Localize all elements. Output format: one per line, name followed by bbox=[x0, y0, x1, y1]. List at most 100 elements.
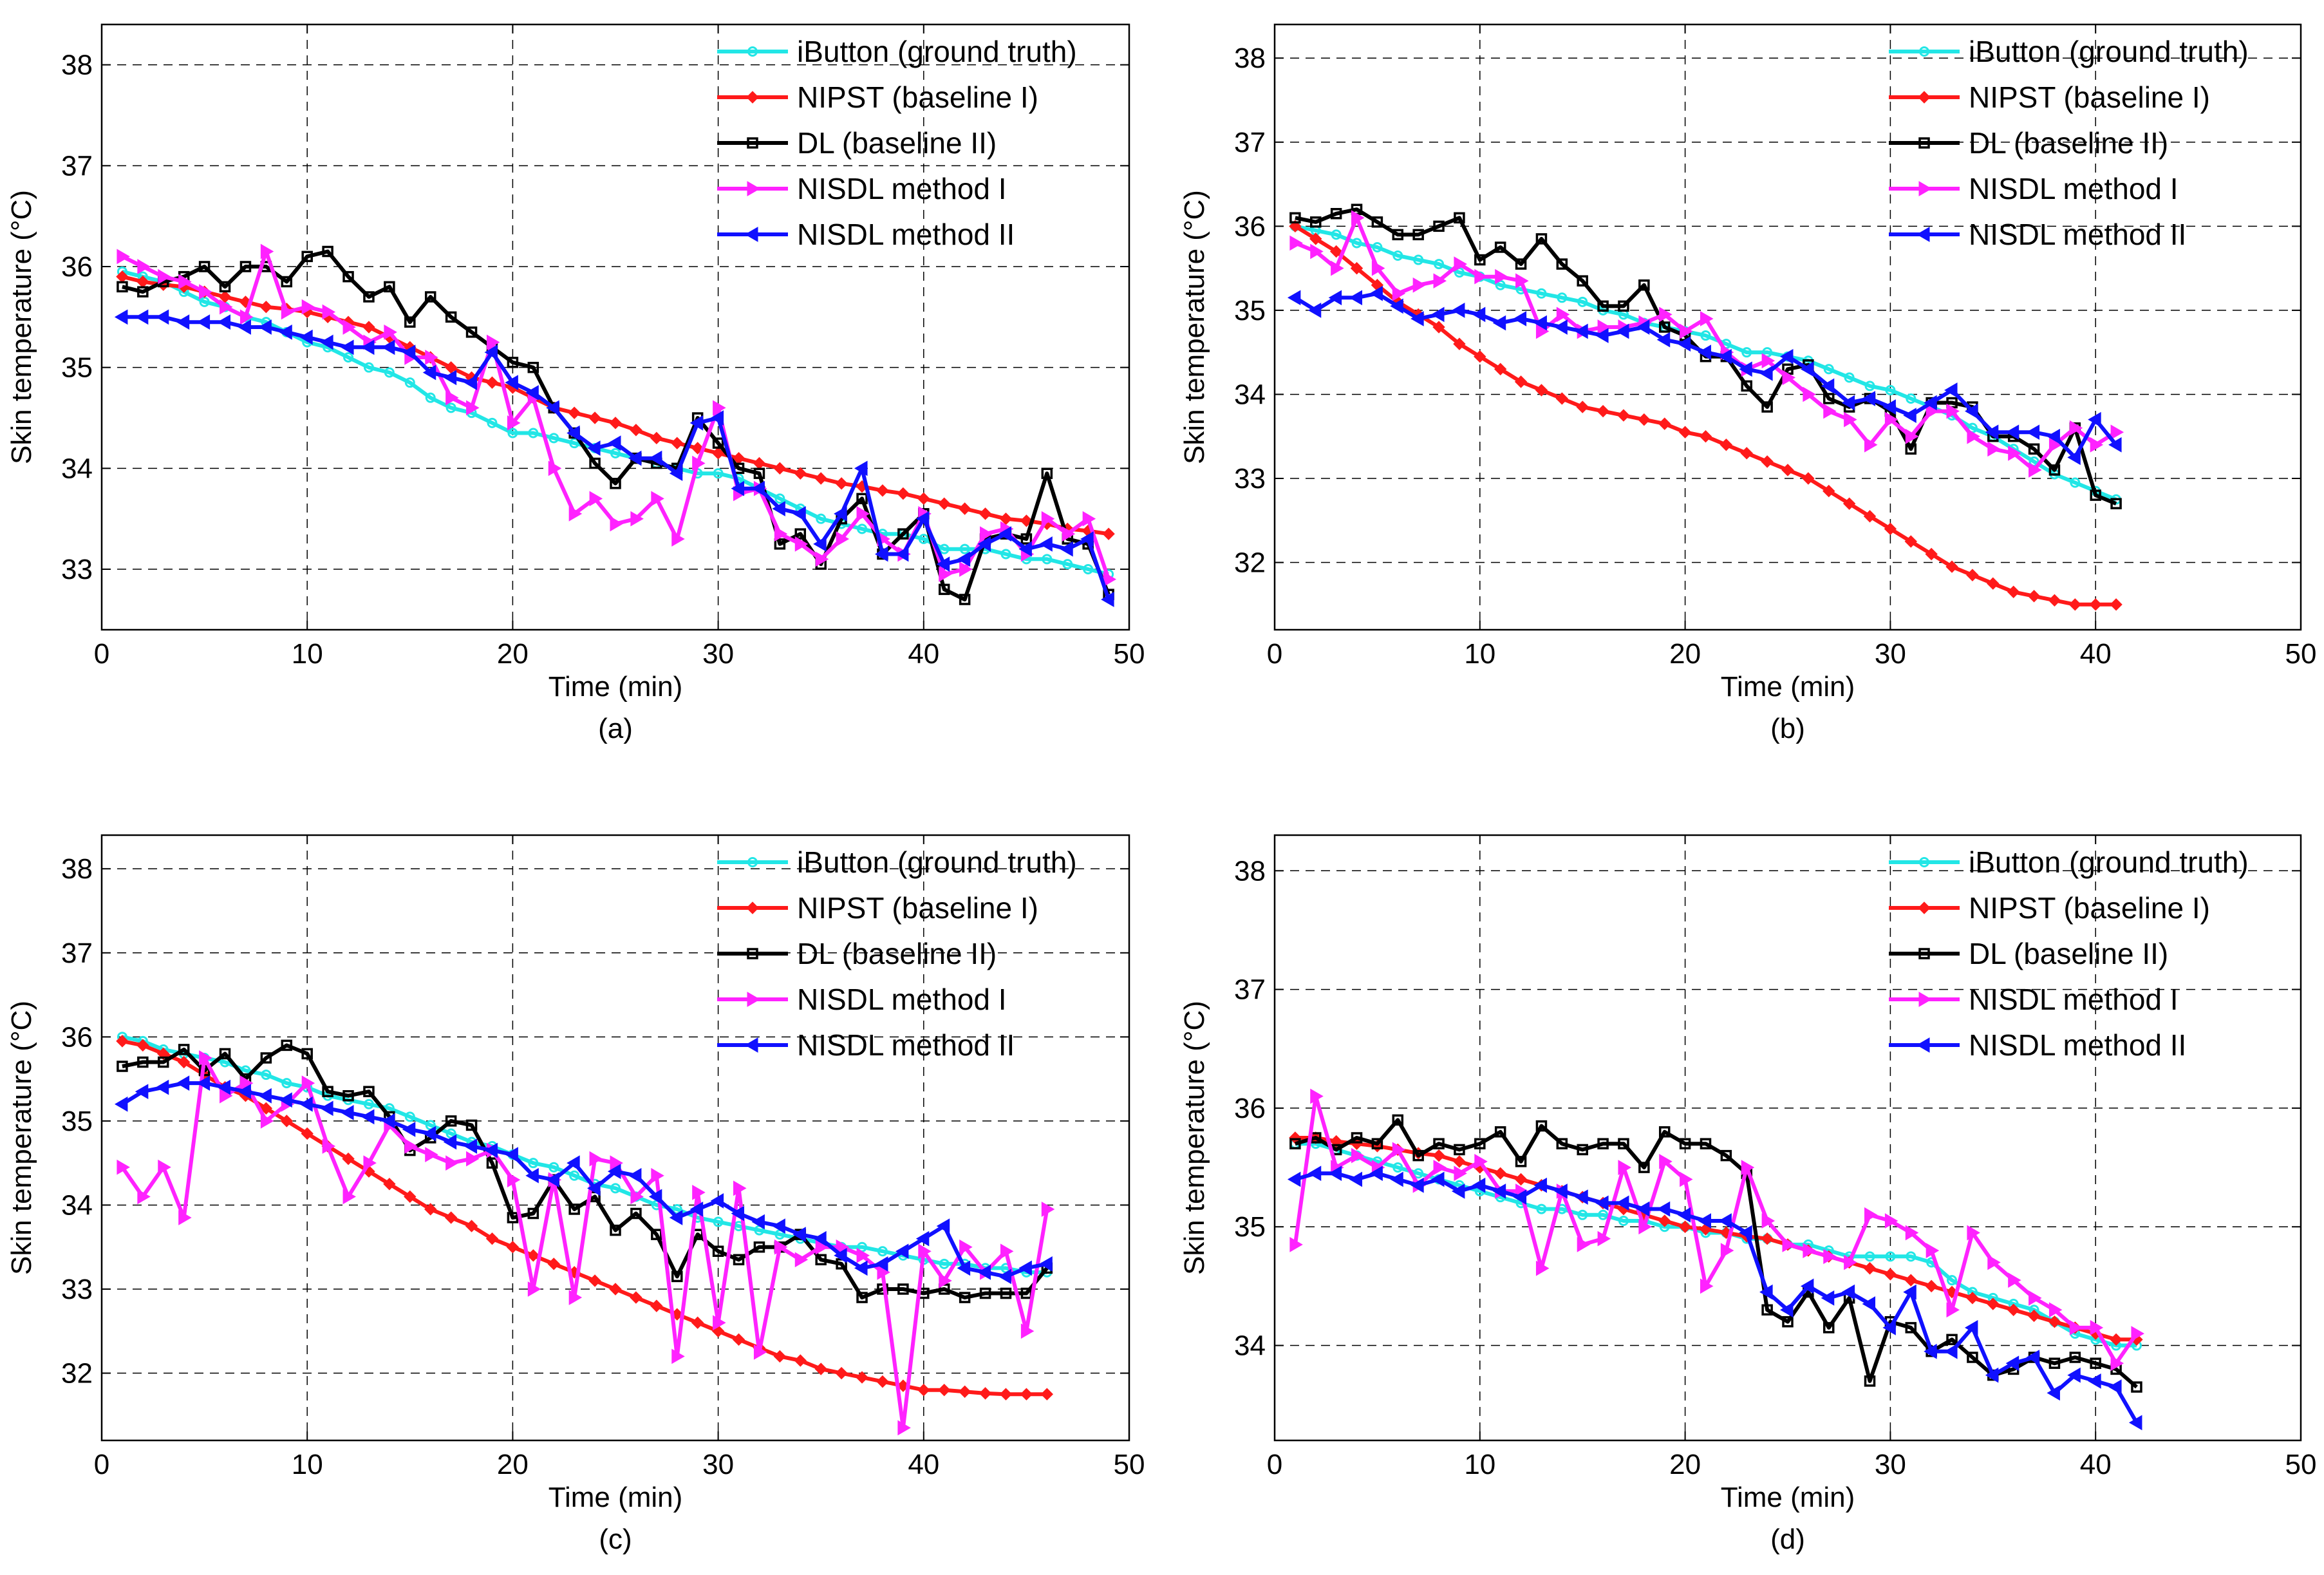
data-point bbox=[445, 1155, 459, 1171]
data-point bbox=[959, 1239, 973, 1255]
data-point bbox=[1535, 384, 1548, 397]
data-point bbox=[671, 531, 685, 547]
data-point bbox=[1018, 541, 1032, 557]
data-point bbox=[1782, 1237, 1795, 1252]
legend-label: DL (baseline II) bbox=[797, 937, 997, 970]
data-point bbox=[854, 1260, 868, 1276]
data-point bbox=[2029, 1290, 2042, 1306]
data-point bbox=[1863, 510, 1877, 523]
legend-marker bbox=[1918, 901, 1931, 914]
data-point bbox=[1492, 1184, 1506, 1199]
data-point bbox=[1925, 547, 1938, 561]
data-point bbox=[443, 1134, 457, 1150]
data-point bbox=[1864, 1375, 1876, 1387]
data-point bbox=[1328, 1165, 1342, 1182]
data-point bbox=[299, 1096, 313, 1112]
data-point bbox=[1677, 1207, 1691, 1223]
data-point bbox=[1575, 1189, 1588, 1205]
data-point bbox=[1803, 386, 1816, 402]
data-point bbox=[610, 478, 621, 489]
y-tick-label: 38 bbox=[61, 50, 93, 81]
data-point bbox=[1841, 1284, 1855, 1300]
data-point bbox=[959, 594, 971, 605]
data-point bbox=[1513, 1189, 1527, 1205]
axes-box bbox=[100, 23, 1130, 631]
data-point bbox=[773, 1350, 787, 1363]
data-point bbox=[977, 536, 991, 552]
panel-label: (a) bbox=[598, 713, 633, 744]
data-point bbox=[322, 1086, 333, 1097]
data-point bbox=[445, 1115, 457, 1127]
x-tick-label: 50 bbox=[1114, 1449, 1145, 1480]
data-point bbox=[1474, 1138, 1486, 1149]
data-point bbox=[1864, 381, 1875, 391]
data-point bbox=[1472, 307, 1486, 323]
data-point bbox=[1656, 332, 1671, 348]
data-point bbox=[1454, 256, 1467, 272]
data-point bbox=[630, 1207, 642, 1220]
data-point bbox=[1020, 533, 1033, 545]
data-point bbox=[1331, 229, 1342, 240]
data-point bbox=[1329, 245, 1343, 258]
data-point bbox=[546, 400, 559, 416]
data-point bbox=[1987, 577, 2000, 590]
legend-item: iButton (ground truth) bbox=[717, 35, 1077, 68]
data-point bbox=[2110, 1333, 2123, 1346]
x-tick-label: 30 bbox=[702, 1449, 734, 1480]
data-point bbox=[117, 1159, 130, 1175]
data-point bbox=[2047, 1385, 2060, 1401]
chart-panel-d: 0 10 20 30 40 50 34 35 36 37 38 Time (min) Skin temp… bbox=[1179, 834, 2316, 1555]
axes-box bbox=[1273, 834, 2302, 1442]
data-point bbox=[2090, 437, 2104, 453]
data-point bbox=[1823, 364, 1834, 375]
data-point bbox=[548, 460, 562, 476]
y-tick-label: 32 bbox=[1234, 547, 1266, 579]
data-point bbox=[568, 406, 581, 419]
y-axis-label: Skin temperature (°C) bbox=[1179, 1001, 1210, 1275]
data-point bbox=[281, 304, 295, 320]
y-tick-label: 35 bbox=[1234, 1211, 1266, 1243]
data-point bbox=[1000, 1287, 1012, 1299]
data-point bbox=[1328, 290, 1342, 306]
data-point bbox=[1474, 350, 1486, 363]
data-point bbox=[2005, 424, 2019, 440]
data-point bbox=[773, 462, 787, 475]
data-point bbox=[1349, 1171, 1363, 1187]
data-point bbox=[1514, 1173, 1528, 1186]
data-point bbox=[1432, 1149, 1445, 1162]
data-point bbox=[2069, 420, 2083, 436]
data-point bbox=[814, 1363, 827, 1375]
series-4 bbox=[114, 1075, 1053, 1285]
data-point bbox=[713, 1216, 724, 1227]
data-point bbox=[301, 1048, 313, 1060]
data-point bbox=[753, 467, 765, 479]
data-point bbox=[1864, 1251, 1875, 1262]
data-point bbox=[1617, 409, 1630, 422]
data-point bbox=[2048, 1357, 2061, 1369]
data-point bbox=[1985, 424, 1999, 440]
data-point bbox=[876, 484, 889, 497]
data-point bbox=[1310, 243, 1324, 259]
legend-label: NISDL method II bbox=[1969, 1028, 2186, 1062]
data-point bbox=[589, 457, 601, 469]
data-point bbox=[2089, 598, 2102, 611]
y-tick-label: 34 bbox=[1234, 379, 1266, 410]
data-point bbox=[1636, 1201, 1650, 1217]
data-point bbox=[772, 501, 785, 516]
data-point bbox=[1101, 592, 1114, 607]
data-point bbox=[1492, 315, 1506, 331]
data-point bbox=[177, 1055, 191, 1069]
data-point bbox=[1351, 210, 1365, 226]
data-point bbox=[1474, 1153, 1488, 1169]
data-point bbox=[505, 375, 518, 391]
data-point bbox=[196, 1075, 211, 1091]
data-point bbox=[444, 1211, 458, 1224]
data-point bbox=[485, 376, 499, 389]
data-point bbox=[648, 1189, 662, 1205]
data-point bbox=[1864, 437, 1878, 453]
data-point bbox=[1390, 298, 1403, 314]
data-point bbox=[772, 1218, 785, 1234]
data-point bbox=[1453, 337, 1466, 350]
data-point bbox=[1741, 347, 1752, 358]
